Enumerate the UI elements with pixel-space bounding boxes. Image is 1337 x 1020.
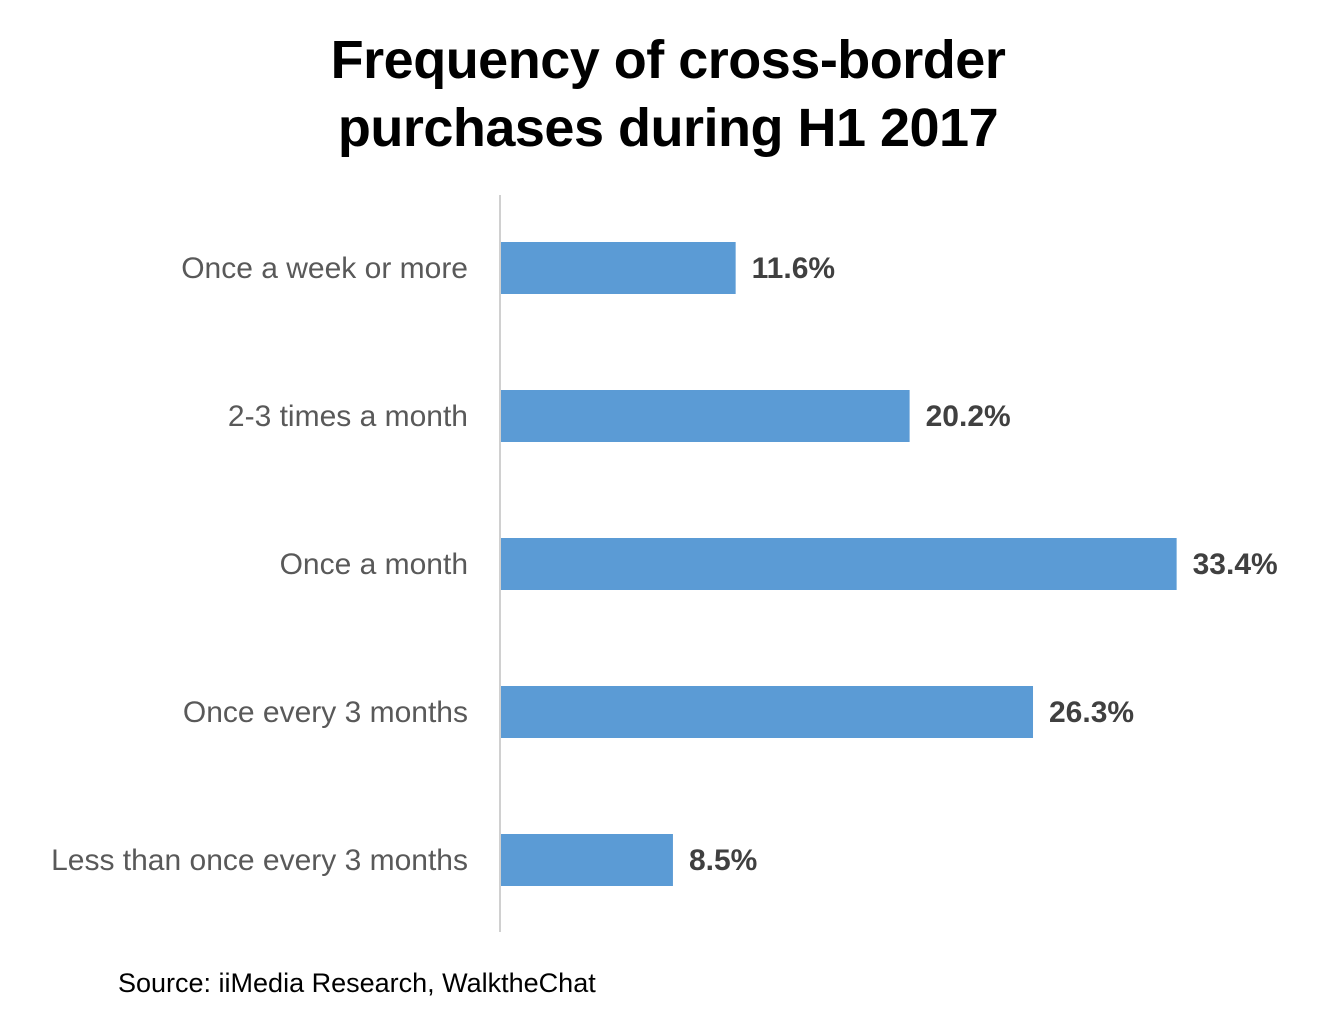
bar (501, 242, 736, 294)
y-tick-label: 2-3 times a month (228, 400, 468, 433)
bar (501, 390, 910, 442)
bar (501, 686, 1034, 738)
y-tick-label: Once a month (280, 548, 468, 581)
data-label: 20.2% (926, 400, 1011, 433)
chart-title: Frequency of cross-border purchases duri… (330, 30, 1006, 158)
data-label: 11.6% (752, 252, 835, 285)
data-label: 26.3% (1049, 696, 1134, 729)
bar (501, 834, 673, 886)
bar (501, 538, 1177, 590)
source-note: Source: iiMedia Research, WalktheChat (118, 968, 596, 998)
data-label: 33.4% (1193, 548, 1278, 581)
y-tick-label: Less than once every 3 months (51, 844, 468, 877)
data-label: 8.5% (689, 844, 757, 877)
y-tick-label: Once every 3 months (183, 696, 468, 729)
y-tick-label: Once a week or more (181, 252, 468, 285)
